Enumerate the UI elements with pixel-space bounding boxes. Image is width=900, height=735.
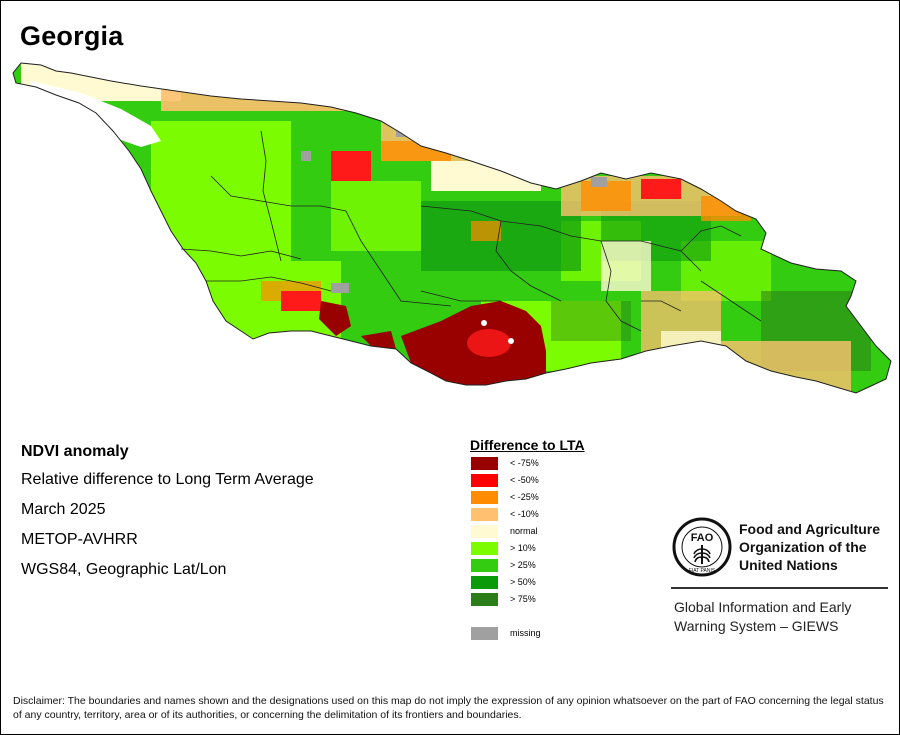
legend-swatch bbox=[471, 525, 498, 538]
giews-label: Global Information and Early Warning Sys… bbox=[674, 598, 894, 636]
legend-label: > 10% bbox=[510, 543, 536, 553]
legend-label: < -50% bbox=[510, 475, 539, 485]
legend-swatch bbox=[471, 508, 498, 521]
legend-item: normal bbox=[470, 523, 640, 540]
legend-item: > 10% bbox=[470, 540, 640, 557]
fao-name-line: United Nations bbox=[739, 557, 838, 573]
fao-name-line: Organization of the bbox=[739, 539, 867, 555]
legend-label: > 50% bbox=[510, 577, 536, 587]
legend-item: > 25% bbox=[470, 557, 640, 574]
layer-sensor: METOP-AVHRR bbox=[21, 531, 138, 548]
legend-label: > 75% bbox=[510, 594, 536, 604]
legend-item: < -50% bbox=[470, 472, 640, 489]
legend-title: Difference to LTA bbox=[470, 437, 585, 453]
legend-swatch bbox=[471, 542, 498, 555]
legend-swatch bbox=[471, 627, 498, 640]
divider bbox=[671, 587, 888, 589]
legend-item: > 75% bbox=[470, 591, 640, 608]
fao-name: Food and Agriculture Organization of the… bbox=[739, 520, 899, 574]
fao-emblem-letters: FAO bbox=[691, 532, 714, 544]
ndvi-anomaly-map bbox=[12, 62, 892, 394]
giews-line: Global Information and Early bbox=[674, 599, 852, 615]
legend-label: > 25% bbox=[510, 560, 536, 570]
legend-item-missing: missing bbox=[470, 625, 640, 642]
legend-label: missing bbox=[510, 628, 541, 638]
legend-label: < -10% bbox=[510, 509, 539, 519]
legend-label: < -25% bbox=[510, 492, 539, 502]
legend-swatch bbox=[471, 457, 498, 470]
disclaimer: Disclaimer: The boundaries and names sho… bbox=[13, 695, 884, 721]
fao-emblem-ring-text: FIAT PANIS bbox=[689, 568, 716, 574]
layer-subtitle: Relative difference to Long Term Average bbox=[21, 471, 314, 488]
legend-swatch bbox=[471, 576, 498, 589]
admin-boundaries bbox=[180, 130, 762, 332]
legend-swatch bbox=[471, 559, 498, 572]
legend-swatch bbox=[471, 491, 498, 504]
map-info: NDVI anomaly Relative difference to Long… bbox=[21, 443, 314, 590]
legend-item: < -25% bbox=[470, 489, 640, 506]
layer-projection: WGS84, Geographic Lat/Lon bbox=[21, 561, 227, 578]
legend-item: < -10% bbox=[470, 506, 640, 523]
legend-label: < -75% bbox=[510, 458, 539, 468]
fao-emblem-icon: FAO FIAT PANIS bbox=[672, 517, 732, 577]
legend-swatch bbox=[471, 474, 498, 487]
legend: Difference to LTA < -75% < -50% < -25% < -1… bbox=[470, 437, 640, 642]
legend-swatch bbox=[471, 593, 498, 606]
legend-item: > 50% bbox=[470, 574, 640, 591]
map-title: Georgia bbox=[20, 21, 124, 51]
fao-name-line: Food and Agriculture bbox=[739, 521, 881, 537]
legend-label: normal bbox=[510, 526, 538, 536]
legend-item: < -75% bbox=[470, 455, 640, 472]
layer-heading: NDVI anomaly bbox=[21, 443, 129, 460]
giews-line: Warning System – GIEWS bbox=[674, 618, 839, 634]
layer-date: March 2025 bbox=[21, 501, 106, 518]
